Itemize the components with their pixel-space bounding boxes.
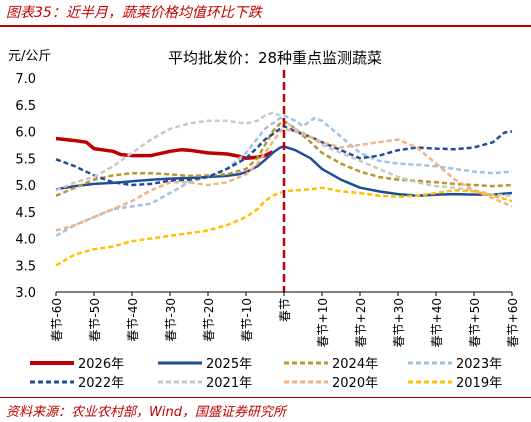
legend-label: 2023年 <box>456 357 502 372</box>
title-rule <box>0 25 531 27</box>
x-tick-label: 春节-60 <box>50 298 64 342</box>
series-line-2022年 <box>55 124 513 187</box>
x-ticks: 春节-60 春节-50 春节-40 春节-30 春节-20 春节-10 春节 春节+10 春节+… <box>50 292 520 347</box>
source-note: 资料来源：农业农村部，Wind，国盛证券研究所 <box>6 405 286 420</box>
y-tick-label: 6.0 <box>15 126 36 141</box>
series-line-2024年 <box>55 119 513 197</box>
y-ticks: 3.0 3.5 4.0 4.5 5.0 5.5 6.0 6.5 7.0 <box>15 72 36 301</box>
y-axis-label: 元/公斤 <box>8 49 51 64</box>
figure-title: 图表35：近半月，蔬菜价格均值环比下跌 <box>6 5 262 21</box>
legend-label: 2021年 <box>206 376 252 391</box>
y-tick-label: 4.0 <box>15 233 36 248</box>
y-tick-label: 5.5 <box>15 152 36 167</box>
legend-label: 2020年 <box>332 376 378 391</box>
series-line-2021年 <box>55 111 513 197</box>
legend-label: 2024年 <box>332 357 378 372</box>
x-tick-label: 春节-20 <box>202 298 216 342</box>
series-line-2025年 <box>55 145 513 197</box>
x-tick-label: 春节+50 <box>468 298 482 347</box>
y-tick-label: 5.0 <box>15 179 36 194</box>
y-tick-label: 6.5 <box>15 99 36 114</box>
y-tick-label: 7.0 <box>15 72 36 87</box>
x-tick-label: 春节+10 <box>316 298 330 347</box>
x-tick-label: 春节-40 <box>126 298 140 342</box>
y-tick-label: 3.5 <box>15 259 36 274</box>
x-tick-label: 春节 <box>278 298 292 322</box>
x-tick-label: 春节+40 <box>430 298 444 347</box>
x-tick-label: 春节-30 <box>164 298 178 342</box>
chart-title: 平均批发价：28种重点监测蔬菜 <box>168 49 382 67</box>
x-tick-label: 春节-10 <box>240 298 254 342</box>
series-line-2023年 <box>55 114 513 237</box>
x-tick-label: 春节+60 <box>506 298 520 347</box>
x-tick-label: 春节-50 <box>88 298 102 342</box>
source-rule <box>0 397 531 398</box>
y-tick-label: 4.5 <box>15 206 36 221</box>
legend-label: 2025年 <box>206 357 252 372</box>
series-line-2019年 <box>55 186 513 267</box>
series-lines <box>55 111 513 267</box>
legend-label: 2022年 <box>78 376 124 391</box>
x-tick-label: 春节+20 <box>354 298 368 347</box>
series-line-2020年 <box>55 127 513 232</box>
legend-label: 2019年 <box>456 376 502 391</box>
legend: 2026年 2025年 2024年 2023年 2022年 2021年 2020年 2019年 <box>30 357 502 391</box>
legend-label: 2026年 <box>78 357 124 372</box>
x-tick-label: 春节+30 <box>392 298 406 347</box>
series-line-2026年 <box>55 136 274 161</box>
y-tick-label: 3.0 <box>15 286 36 301</box>
